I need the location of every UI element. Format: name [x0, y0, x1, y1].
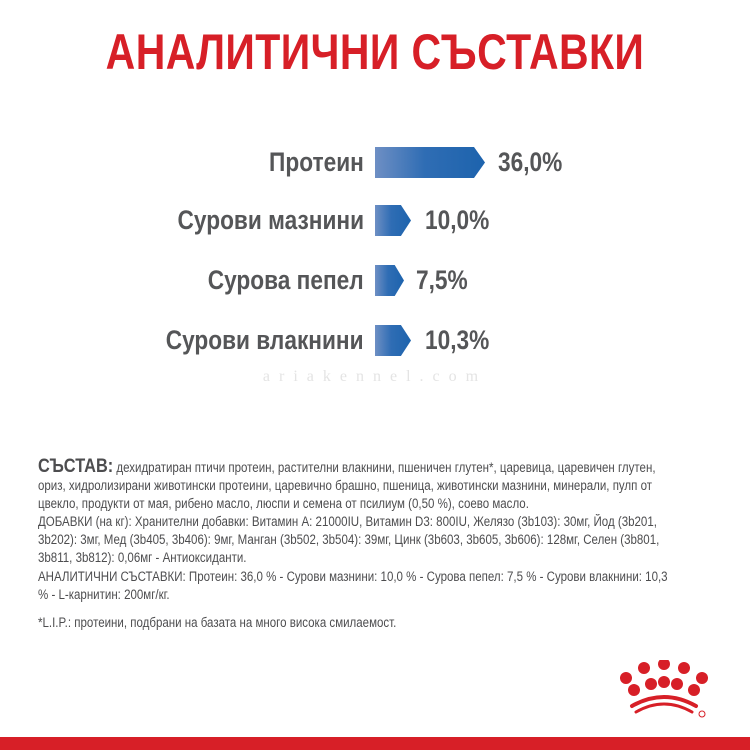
nutrient-value: 7,5%	[416, 265, 468, 295]
composition-block: СЪСТАВ: дехидратиран птичи протеин, раст…	[38, 456, 678, 604]
nutrient-bar	[375, 147, 485, 178]
nutrient-value: 36,0%	[498, 147, 563, 177]
nutrient-value: 10,3%	[425, 325, 490, 355]
footnote: *L.I.P.: протеини, подбрани на базата на…	[38, 615, 397, 630]
additives-paragraph: ДОБАВКИ (на кг): Хранителни добавки: Вит…	[38, 514, 660, 566]
nutrient-bar	[375, 325, 411, 356]
page-title: АНАЛИТИЧНИ СЪСТАВКИ	[105, 24, 645, 80]
nutrient-bar	[375, 265, 404, 296]
composition-heading: СЪСТАВ:	[38, 456, 114, 477]
nutrient-row-protein: Протеин 36,0%	[0, 145, 750, 179]
nutrient-label: Протеин	[269, 147, 364, 177]
analytical-paragraph: АНАЛИТИЧНИ СЪСТАВКИ: Протеин: 36,0 % - С…	[38, 568, 668, 602]
nutrient-label: Сурови влакнини	[166, 325, 364, 355]
nutrient-value: 10,0%	[425, 205, 490, 235]
nutrient-row-ash: Сурова пепел 7,5%	[0, 263, 750, 297]
nutrient-label: Сурова пепел	[207, 265, 364, 295]
nutrient-label: Сурови мазнини	[177, 205, 364, 235]
nutrient-row-fat: Сурови мазнини 10,0%	[0, 203, 750, 237]
royal-canin-crown-icon	[614, 658, 714, 720]
nutrient-bar	[375, 205, 411, 236]
footer-band	[0, 737, 750, 750]
nutrient-row-fiber: Сурови влакнини 10,3%	[0, 323, 750, 357]
ingredients-text: дехидратиран птичи протеин, растителни в…	[38, 460, 656, 512]
ingredients-paragraph: СЪСТАВ: дехидратиран птичи протеин, раст…	[38, 456, 676, 513]
watermark: ariakennel.com	[262, 368, 488, 385]
